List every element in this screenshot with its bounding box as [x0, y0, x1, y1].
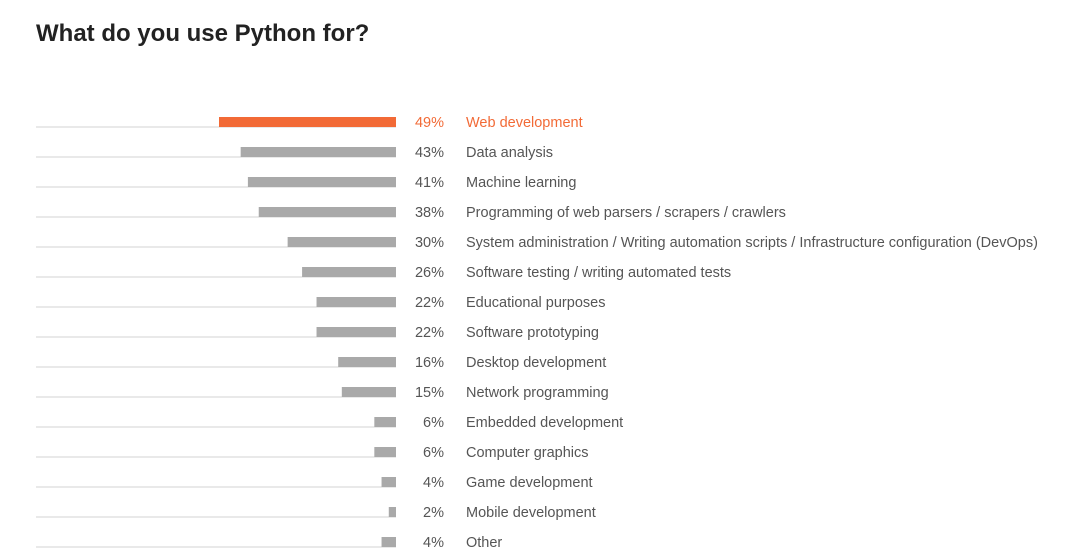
category-label: Programming of web parsers / scrapers / … [466, 205, 786, 221]
bar [381, 477, 396, 487]
category-label: Educational purposes [466, 295, 605, 311]
category-label: Computer graphics [466, 445, 589, 461]
category-label: System administration / Writing automati… [466, 235, 1038, 251]
category-label: Software prototyping [466, 325, 599, 341]
bar [258, 207, 396, 217]
bar [374, 417, 396, 427]
bar [341, 387, 396, 397]
value-label: 2% [423, 505, 444, 521]
bar [302, 267, 396, 277]
category-label: Machine learning [466, 175, 576, 191]
value-label: 4% [423, 475, 444, 491]
bar [287, 237, 396, 247]
bar [388, 507, 396, 517]
bar [247, 177, 396, 187]
category-label: Game development [466, 475, 593, 491]
category-label: Data analysis [466, 145, 553, 161]
chart-title: What do you use Python for? [36, 20, 370, 47]
value-label: 15% [415, 385, 444, 401]
bar [338, 357, 396, 367]
category-label: Mobile development [466, 505, 596, 521]
category-label: Web development [466, 115, 583, 131]
category-label: Desktop development [466, 355, 606, 371]
value-label: 38% [415, 205, 444, 221]
bar [316, 327, 396, 337]
value-label: 22% [415, 325, 444, 341]
category-label: Network programming [466, 385, 609, 401]
value-label: 4% [423, 535, 444, 551]
bar [374, 447, 396, 457]
value-label: 22% [415, 295, 444, 311]
category-label: Software testing / writing automated tes… [466, 265, 731, 281]
value-label: 26% [415, 265, 444, 281]
value-label: 16% [415, 355, 444, 371]
value-label: 6% [423, 415, 444, 431]
category-label: Other [466, 535, 502, 551]
bar [381, 537, 396, 547]
bar [219, 117, 396, 127]
value-label: 30% [415, 235, 444, 251]
bar [240, 147, 396, 157]
value-label: 6% [423, 445, 444, 461]
value-label: 49% [415, 115, 444, 131]
value-label: 43% [415, 145, 444, 161]
category-label: Embedded development [466, 415, 623, 431]
value-label: 41% [415, 175, 444, 191]
bar [316, 297, 396, 307]
